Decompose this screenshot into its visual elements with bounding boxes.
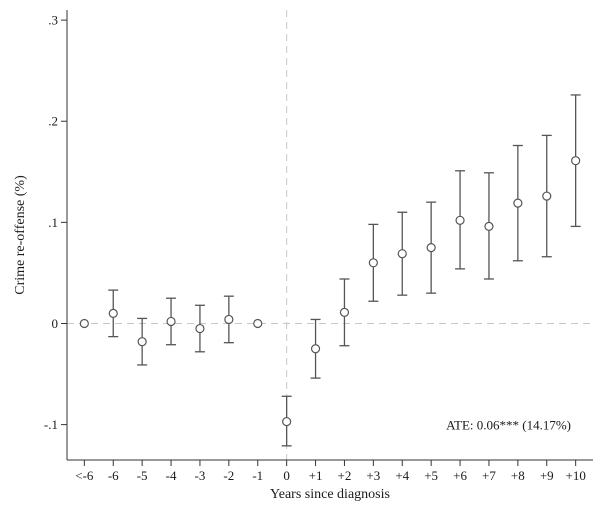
x-tick-label: +1 [309,468,323,483]
ate-annotation: ATE: 0.06*** (14.17%) [446,418,571,433]
y-axis-title: Crime re-offense (%) [13,175,28,295]
x-tick-label: +2 [338,468,352,483]
x-tick-label: +10 [565,468,585,483]
y-tick-label: 0 [52,316,59,331]
x-tick-label: +4 [395,468,409,483]
y-tick-label: .1 [48,215,58,230]
point-estimate-marker [484,221,494,232]
point-estimate-marker [339,307,350,317]
point-estimate-marker [513,198,523,208]
point-estimate-marker [282,416,292,427]
x-tick-label: +7 [482,468,496,483]
x-tick-label: -5 [137,468,148,483]
point-estimate-marker [253,318,263,329]
point-estimate-marker [79,318,89,329]
x-tick-label: -1 [252,468,263,483]
point-estimate-marker [571,156,581,166]
point-estimate-marker [108,308,118,318]
error-bars [108,94,581,447]
x-tick-label: +9 [540,468,554,483]
x-tick-label: -2 [223,468,234,483]
x-tick-label: -3 [195,468,206,483]
point-estimate-marker [542,191,552,201]
point-estimate-marker [195,323,205,334]
x-axis-title: Years since diagnosis [270,487,390,502]
y-tick-label: -.1 [44,417,58,432]
x-tick-label: +6 [453,468,467,483]
point-estimates [79,156,581,427]
point-estimate-marker [368,258,378,268]
point-estimate-marker [224,314,234,325]
y-tick-label: .3 [48,13,58,28]
x-tick-label: 0 [283,468,290,483]
point-estimate-marker [455,215,465,225]
x-tick-label: +3 [366,468,380,483]
point-estimate-marker [426,243,436,253]
y-tick-label: .2 [48,114,58,129]
point-estimate-marker [397,249,407,259]
x-tick-label: -6 [108,468,119,483]
x-tick-label: <-6 [75,468,94,483]
point-estimate-marker [137,337,147,347]
reference-lines [67,10,593,460]
axes: -.1 0 .1 .2 .3 <-6 -6 -5 -4 -3 -2 -1 0 +1 +2 +3 +4 +5 +6 +7… [44,10,593,483]
point-estimate-marker [310,344,321,354]
x-tick-label: +8 [511,468,525,483]
x-tick-label: -4 [166,468,177,483]
point-estimate-marker [166,316,176,327]
x-tick-label: +5 [424,468,438,483]
